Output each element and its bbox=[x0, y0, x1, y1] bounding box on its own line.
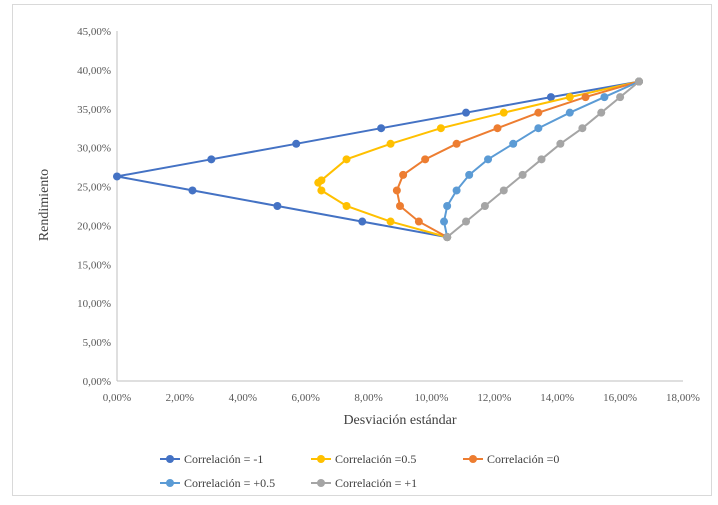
data-point bbox=[188, 186, 197, 195]
y-tick-label: 20,00% bbox=[77, 220, 111, 232]
data-point bbox=[634, 77, 643, 86]
data-point bbox=[509, 139, 518, 148]
y-tick-label: 10,00% bbox=[77, 298, 111, 310]
data-point bbox=[377, 124, 386, 133]
data-point bbox=[386, 139, 395, 148]
series-layer bbox=[113, 77, 643, 242]
y-tick-label: 45,00% bbox=[77, 26, 111, 38]
x-axis-title: Desviación estándar bbox=[343, 413, 456, 428]
legend-item: Correlación = +1 bbox=[311, 476, 417, 490]
data-point bbox=[499, 108, 508, 117]
x-tick-label: 12,00% bbox=[477, 392, 511, 404]
data-point bbox=[462, 217, 471, 226]
chart-frame bbox=[12, 4, 712, 496]
data-point bbox=[317, 186, 326, 195]
data-point bbox=[436, 124, 445, 133]
data-point bbox=[534, 124, 543, 133]
series-line bbox=[316, 80, 640, 239]
legend-swatch-marker bbox=[166, 479, 174, 487]
legend-item: Correlación =0 bbox=[463, 452, 559, 466]
y-tick-label: 5,00% bbox=[83, 337, 111, 349]
data-point bbox=[421, 155, 430, 164]
legend-item: Correlación = +0.5 bbox=[160, 476, 275, 490]
legend-swatch-marker bbox=[317, 455, 325, 463]
data-point bbox=[546, 93, 555, 102]
data-point bbox=[399, 170, 408, 179]
x-tick-label: 18,00% bbox=[666, 392, 700, 404]
legend-label: Correlación = +0.5 bbox=[184, 476, 275, 490]
y-axis-title: Rendimiento bbox=[37, 169, 52, 241]
data-point bbox=[499, 186, 508, 195]
series-line bbox=[395, 80, 640, 238]
legend-item: Correlación = -1 bbox=[160, 452, 263, 466]
data-point bbox=[565, 93, 574, 102]
data-point bbox=[565, 108, 574, 117]
x-tick-label: 8,00% bbox=[354, 392, 382, 404]
y-tick-label: 30,00% bbox=[77, 143, 111, 155]
series-group bbox=[314, 77, 643, 242]
data-point bbox=[462, 108, 471, 117]
legend-label: Correlación = +1 bbox=[335, 476, 417, 490]
data-point bbox=[578, 124, 587, 133]
data-point bbox=[207, 155, 216, 164]
data-point bbox=[386, 217, 395, 226]
axes bbox=[116, 31, 683, 382]
data-point bbox=[600, 93, 609, 102]
legend: Correlación = -1 Correlación =0.5 Correlac… bbox=[160, 452, 559, 490]
x-tick-label: 6,00% bbox=[291, 392, 319, 404]
data-point bbox=[440, 217, 449, 226]
data-point bbox=[518, 170, 527, 179]
data-point bbox=[113, 172, 121, 181]
data-point bbox=[597, 108, 606, 117]
data-point bbox=[484, 155, 493, 164]
data-point bbox=[392, 186, 401, 195]
data-point bbox=[465, 170, 474, 179]
data-point bbox=[292, 139, 301, 148]
series-group bbox=[443, 77, 643, 242]
data-point bbox=[342, 155, 351, 164]
data-point bbox=[273, 202, 282, 210]
data-point bbox=[443, 233, 452, 242]
x-tick-labels: 0,00% 2,00% 4,00% 6,00% 8,00% 10,00% 12,00% 14,… bbox=[103, 392, 700, 404]
legend-swatch-marker bbox=[469, 455, 477, 463]
x-tick-label: 0,00% bbox=[103, 392, 131, 404]
data-point bbox=[534, 108, 543, 117]
data-point bbox=[452, 139, 461, 148]
x-tick-label: 14,00% bbox=[540, 392, 574, 404]
legend-swatch-marker bbox=[166, 455, 174, 463]
y-tick-label: 25,00% bbox=[77, 182, 111, 194]
data-point bbox=[314, 178, 323, 187]
data-point bbox=[358, 217, 367, 226]
data-point bbox=[342, 202, 351, 210]
legend-label: Correlación = -1 bbox=[184, 452, 263, 466]
data-point bbox=[556, 139, 565, 148]
data-point bbox=[396, 202, 404, 210]
data-point bbox=[452, 186, 461, 195]
y-tick-label: 35,00% bbox=[77, 104, 111, 116]
x-tick-label: 2,00% bbox=[166, 392, 194, 404]
x-tick-label: 16,00% bbox=[603, 392, 637, 404]
data-point bbox=[616, 93, 625, 102]
x-tick-label: 10,00% bbox=[414, 392, 448, 404]
y-tick-labels: 0,00% 5,00% 10,00% 15,00% 20,00% 25,00% 30,00%… bbox=[77, 26, 111, 388]
y-tick-label: 40,00% bbox=[77, 65, 111, 77]
x-tick-label: 4,00% bbox=[229, 392, 257, 404]
legend-swatch-marker bbox=[317, 479, 325, 487]
data-point bbox=[480, 202, 489, 210]
data-point bbox=[581, 93, 590, 102]
data-point bbox=[537, 155, 546, 164]
legend-label: Correlación =0 bbox=[487, 452, 559, 466]
data-point bbox=[493, 124, 502, 133]
legend-label: Correlación =0.5 bbox=[335, 452, 416, 466]
y-tick-label: 15,00% bbox=[77, 259, 111, 271]
legend-item: Correlación =0.5 bbox=[311, 452, 416, 466]
data-point bbox=[443, 202, 452, 210]
data-point bbox=[414, 217, 423, 226]
series-group bbox=[392, 77, 643, 242]
y-tick-label: 0,00% bbox=[83, 376, 111, 388]
